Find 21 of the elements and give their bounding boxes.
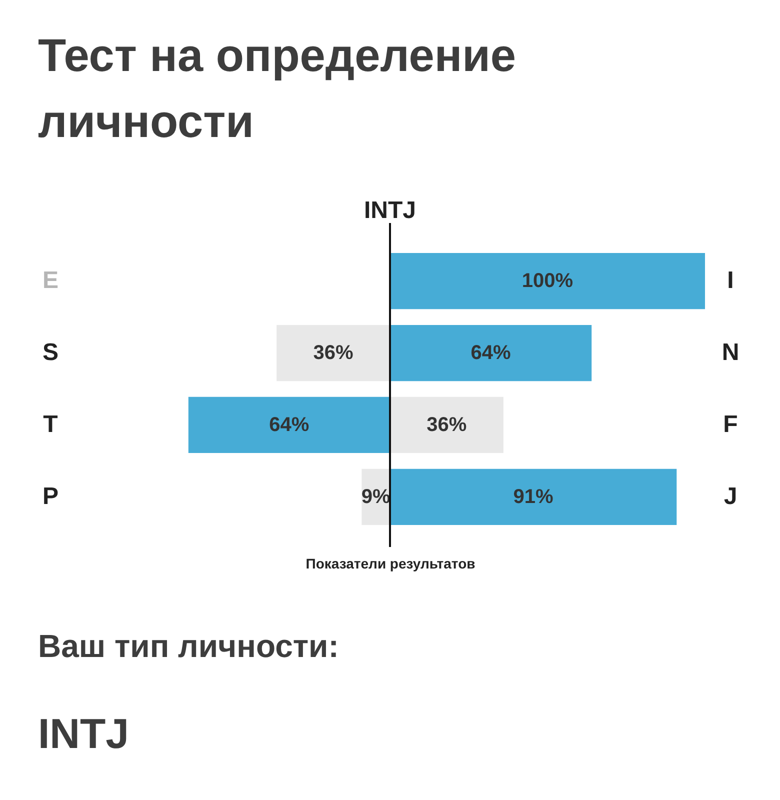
data-label: 64% [269,414,310,436]
y-tick-label: I [727,267,734,294]
y-tick-label: E [42,267,59,294]
x-axis-title: Показатели результатов [306,556,476,572]
text: Ваш тип личности: [38,628,339,665]
data-label: 36% [313,342,354,364]
y-tick-label: T [43,410,58,438]
y-tick-label: F [723,410,738,438]
data-label: 100% [522,270,574,292]
y-tick-label: S [42,339,59,366]
data-label: 36% [426,414,467,436]
data-label: 64% [470,342,512,364]
y-tick-label: P [42,482,59,510]
chart-title: Тест на определение личности [38,28,518,149]
y-tick-label: J [724,482,738,510]
data-label: 91% [513,486,554,508]
data-label: 9% [361,486,390,508]
y-tick-label: N [722,339,740,366]
bar [390,252,705,310]
ref-line-label: INTJ [364,197,416,224]
text: INTJ [38,710,130,758]
